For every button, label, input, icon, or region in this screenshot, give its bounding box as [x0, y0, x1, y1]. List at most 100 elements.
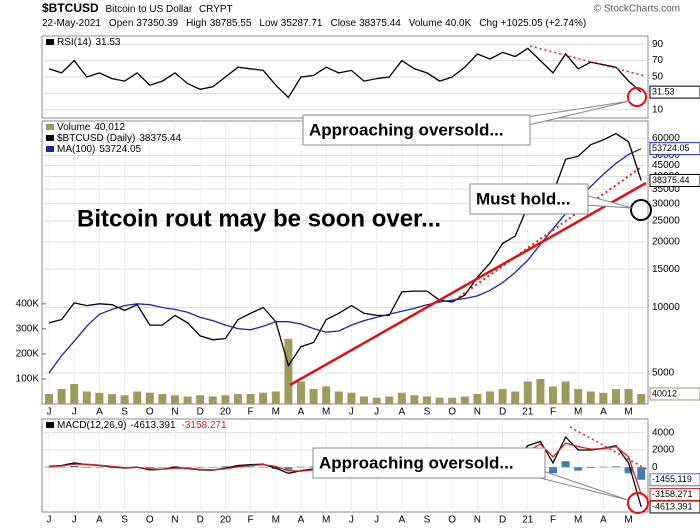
bar [586, 467, 595, 469]
annotations: Approaching oversold... Must hold... Bit… [77, 45, 652, 514]
bar [208, 396, 217, 404]
bar [334, 391, 343, 404]
quote-label: High [186, 18, 207, 29]
x-tick-label: S [424, 407, 431, 418]
legend-entry: $BTCUSD (Daily) 38375.44 [57, 133, 181, 144]
bar [536, 378, 545, 404]
x-tick-label: F [248, 515, 254, 526]
legend-value: 31.53 [95, 37, 120, 48]
bar [70, 383, 79, 404]
bar [385, 396, 394, 404]
value-box-label: 40012 [652, 388, 677, 398]
x-tick-label: O [448, 515, 456, 526]
bar [271, 391, 280, 404]
legend-swatch [46, 135, 54, 141]
value-box-label: -3158.271 [652, 489, 693, 499]
y-tick-label: 10 [652, 104, 664, 115]
header-line: $BTCUSD Bitcoin to US Dollar CRYPT [42, 1, 233, 15]
y-tick-label: 35000 [652, 184, 680, 195]
bar [133, 391, 142, 404]
macd-circle [627, 492, 649, 514]
y-tick-label: 90 [652, 39, 664, 50]
bar [574, 467, 583, 471]
bar [410, 395, 419, 404]
bar [637, 467, 646, 480]
value-box [649, 487, 700, 501]
legend-swatch [46, 422, 54, 428]
legend-name: Volume [57, 122, 91, 133]
callout-box [469, 183, 589, 215]
bar [637, 393, 646, 404]
y-tick-label: 45000 [652, 160, 680, 171]
bar [612, 466, 620, 468]
quote-label: Close [330, 18, 356, 29]
y-tick-label: 25000 [652, 216, 680, 227]
symbol: $BTCUSD [42, 1, 99, 15]
x-tick-label: A [600, 407, 607, 418]
legend-value: -4613.391 [130, 420, 175, 431]
legend-value: 40,012 [94, 122, 125, 133]
legend-name: MA(100) [57, 144, 95, 155]
legend-value: -3158.271 [182, 420, 227, 431]
x-tick-label: A [398, 407, 405, 418]
x-tick-label: A [298, 515, 305, 526]
value-box [649, 173, 700, 187]
bar [158, 393, 167, 404]
legend-name: MACD(12,26,9) [57, 420, 126, 431]
y-tick-label: 50000 [652, 150, 680, 161]
value-box [649, 85, 700, 99]
x-tick-label: J [374, 407, 379, 418]
bar [284, 338, 293, 404]
quote-value: 38375.44 [359, 18, 401, 29]
y2-tick-label: 100K [16, 374, 40, 385]
quote-label: Chg [479, 18, 497, 29]
value-box-label: -1455.119 [652, 474, 692, 484]
bar [221, 395, 230, 404]
x-tick-label: 20 [220, 515, 232, 526]
x-tick-label: O [146, 515, 154, 526]
legend-name: RSI(14) [57, 37, 91, 48]
legend-swatch [46, 124, 54, 130]
bar [259, 466, 268, 468]
callout-box [312, 447, 546, 479]
bar [95, 392, 104, 404]
x-tick-label: M [272, 515, 280, 526]
bar [498, 388, 507, 404]
bar [473, 393, 482, 404]
bar [599, 392, 608, 404]
x-tick-label: F [550, 515, 556, 526]
copyright: © StockCharts.com [594, 4, 680, 15]
plot-area: 103050709031.53RSI(14)31.535000100001500… [16, 35, 700, 526]
bar [624, 467, 633, 474]
x-tick-label: A [298, 407, 305, 418]
x-tick-label: J [72, 407, 77, 418]
x-tick-label: J [72, 515, 77, 526]
quote-value: 37350.39 [136, 18, 178, 29]
x-tick-label: A [96, 407, 103, 418]
bar [183, 396, 192, 404]
y-tick-label: 50 [652, 72, 664, 83]
series-line [48, 47, 642, 99]
bar [108, 467, 116, 468]
bar [372, 397, 381, 404]
bar [95, 467, 104, 468]
y-tick-label: 0 [652, 462, 658, 473]
x-tick-label: D [499, 407, 506, 418]
x-tick-label: O [448, 407, 456, 418]
bar [208, 467, 217, 468]
y-tick-label: 4000 [652, 427, 675, 438]
bar [574, 388, 583, 404]
bar [624, 388, 633, 404]
x-tick-label: J [349, 515, 354, 526]
bar [486, 391, 494, 404]
y-tick-label: 5000 [652, 368, 675, 379]
symbol-name: Bitcoin to US Dollar [105, 4, 192, 15]
x-tick-label: M [574, 515, 582, 526]
quote-value: 35287.71 [281, 18, 323, 29]
y-tick-label: 30000 [652, 198, 680, 209]
x-tick-label: M [272, 407, 280, 418]
legend-value: 53724.05 [99, 144, 141, 155]
bar [234, 393, 242, 404]
quote-line: 22-May-2021 Open 37350.39 High 38785.55 Low 35… [42, 18, 586, 29]
